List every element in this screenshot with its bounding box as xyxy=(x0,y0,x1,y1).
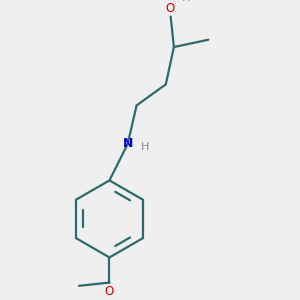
Text: O: O xyxy=(165,2,175,15)
Text: O: O xyxy=(105,285,114,298)
Text: H: H xyxy=(182,0,190,3)
Text: H: H xyxy=(140,142,149,152)
Text: N: N xyxy=(122,137,133,150)
